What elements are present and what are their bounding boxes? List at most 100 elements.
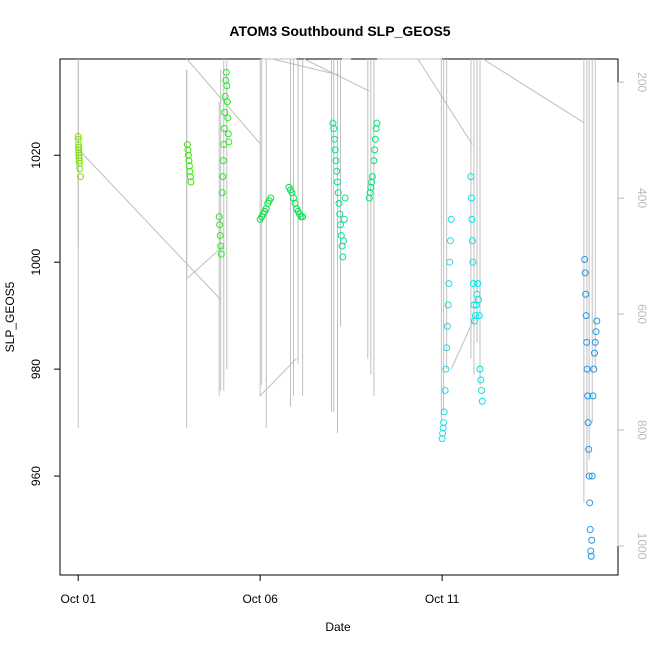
data-point	[341, 194, 349, 202]
data-point	[372, 125, 380, 133]
y2-tick-label: 400	[635, 188, 649, 208]
x-tick-label: Oct 06	[242, 592, 278, 606]
data-point	[446, 258, 454, 266]
data-point	[586, 526, 594, 534]
data-point	[365, 194, 373, 202]
data-point	[583, 365, 591, 373]
data-point	[470, 317, 478, 325]
data-point	[185, 162, 193, 170]
data-point	[441, 387, 449, 395]
data-point	[475, 296, 482, 304]
data-point	[366, 189, 374, 197]
data-point	[474, 280, 482, 288]
data-point	[469, 280, 477, 288]
data-point	[591, 338, 599, 346]
data-point	[217, 242, 225, 250]
data-point	[593, 317, 601, 325]
data-point	[582, 312, 590, 320]
data-point	[443, 344, 451, 352]
x-tick-label: Oct 11	[425, 592, 460, 606]
y-tick-label: 1000	[29, 249, 43, 276]
data-point	[75, 149, 83, 157]
plot-frame	[59, 58, 619, 576]
data-point	[438, 435, 446, 443]
data-point	[267, 194, 275, 202]
data-point	[467, 173, 475, 181]
data-point	[340, 237, 348, 245]
data-point	[183, 141, 191, 149]
data-point	[335, 199, 343, 207]
transit-line	[482, 58, 585, 124]
data-point	[333, 178, 341, 186]
data-point	[299, 213, 307, 221]
data-point	[590, 365, 598, 373]
data-point	[75, 151, 83, 159]
y-tick-label: 980	[29, 359, 43, 379]
data-point	[585, 445, 593, 453]
data-point	[75, 154, 83, 162]
data-point	[186, 167, 194, 175]
data-point	[471, 312, 479, 320]
y-axis-label: SLP_GEOS5	[3, 281, 17, 352]
data-point	[336, 210, 344, 218]
data-point	[588, 536, 596, 544]
x-axis-label: Date	[325, 620, 351, 634]
data-point	[74, 141, 82, 149]
y2-tick-label: 200	[635, 72, 649, 92]
data-point	[75, 146, 83, 154]
transit-line	[417, 58, 473, 145]
data-point	[447, 215, 455, 223]
transit-line	[187, 245, 224, 279]
data-points	[74, 68, 601, 560]
y2-tick-label: 800	[635, 420, 649, 440]
transit-lines	[78, 58, 585, 397]
data-point	[370, 157, 378, 165]
transit-line	[272, 58, 340, 76]
data-point	[223, 82, 231, 90]
data-point	[224, 130, 232, 138]
data-point	[76, 173, 84, 181]
data-point	[589, 392, 597, 400]
data-point	[581, 256, 589, 264]
data-point	[330, 125, 338, 133]
data-point	[74, 133, 82, 141]
data-point	[476, 365, 484, 373]
data-point	[225, 138, 233, 146]
y2-tick-label: 1000	[635, 533, 649, 560]
data-point	[478, 387, 486, 395]
data-point	[329, 119, 337, 127]
data-point	[333, 167, 341, 175]
profile-lines	[77, 59, 596, 503]
data-point	[219, 157, 227, 165]
data-point	[75, 159, 83, 167]
data-point	[76, 165, 84, 173]
data-point	[187, 178, 195, 186]
data-point	[582, 290, 590, 298]
data-point	[585, 472, 593, 480]
data-point	[368, 173, 376, 181]
data-point	[444, 301, 452, 309]
data-point	[222, 76, 230, 84]
y-tick-label: 960	[29, 466, 43, 486]
data-point	[439, 429, 447, 437]
data-point	[592, 328, 600, 336]
data-point	[334, 189, 342, 197]
data-point	[215, 213, 223, 221]
y2-tick-label: 600	[635, 304, 649, 324]
data-point	[446, 237, 454, 245]
data-point	[340, 215, 348, 223]
data-point	[185, 157, 193, 165]
data-point	[186, 173, 194, 181]
data-point	[477, 376, 485, 384]
data-point	[75, 143, 83, 151]
data-point	[469, 258, 477, 266]
data-point	[442, 365, 450, 373]
data-point	[581, 269, 589, 277]
data-point	[584, 419, 592, 427]
x-tick-label: Oct 01	[61, 592, 97, 606]
chart-title: ATOM3 Southbound SLP_GEOS5	[229, 23, 450, 39]
y-axis: 960 980 1000 1020	[29, 142, 61, 486]
data-point	[468, 237, 476, 245]
transit-line	[259, 358, 297, 397]
